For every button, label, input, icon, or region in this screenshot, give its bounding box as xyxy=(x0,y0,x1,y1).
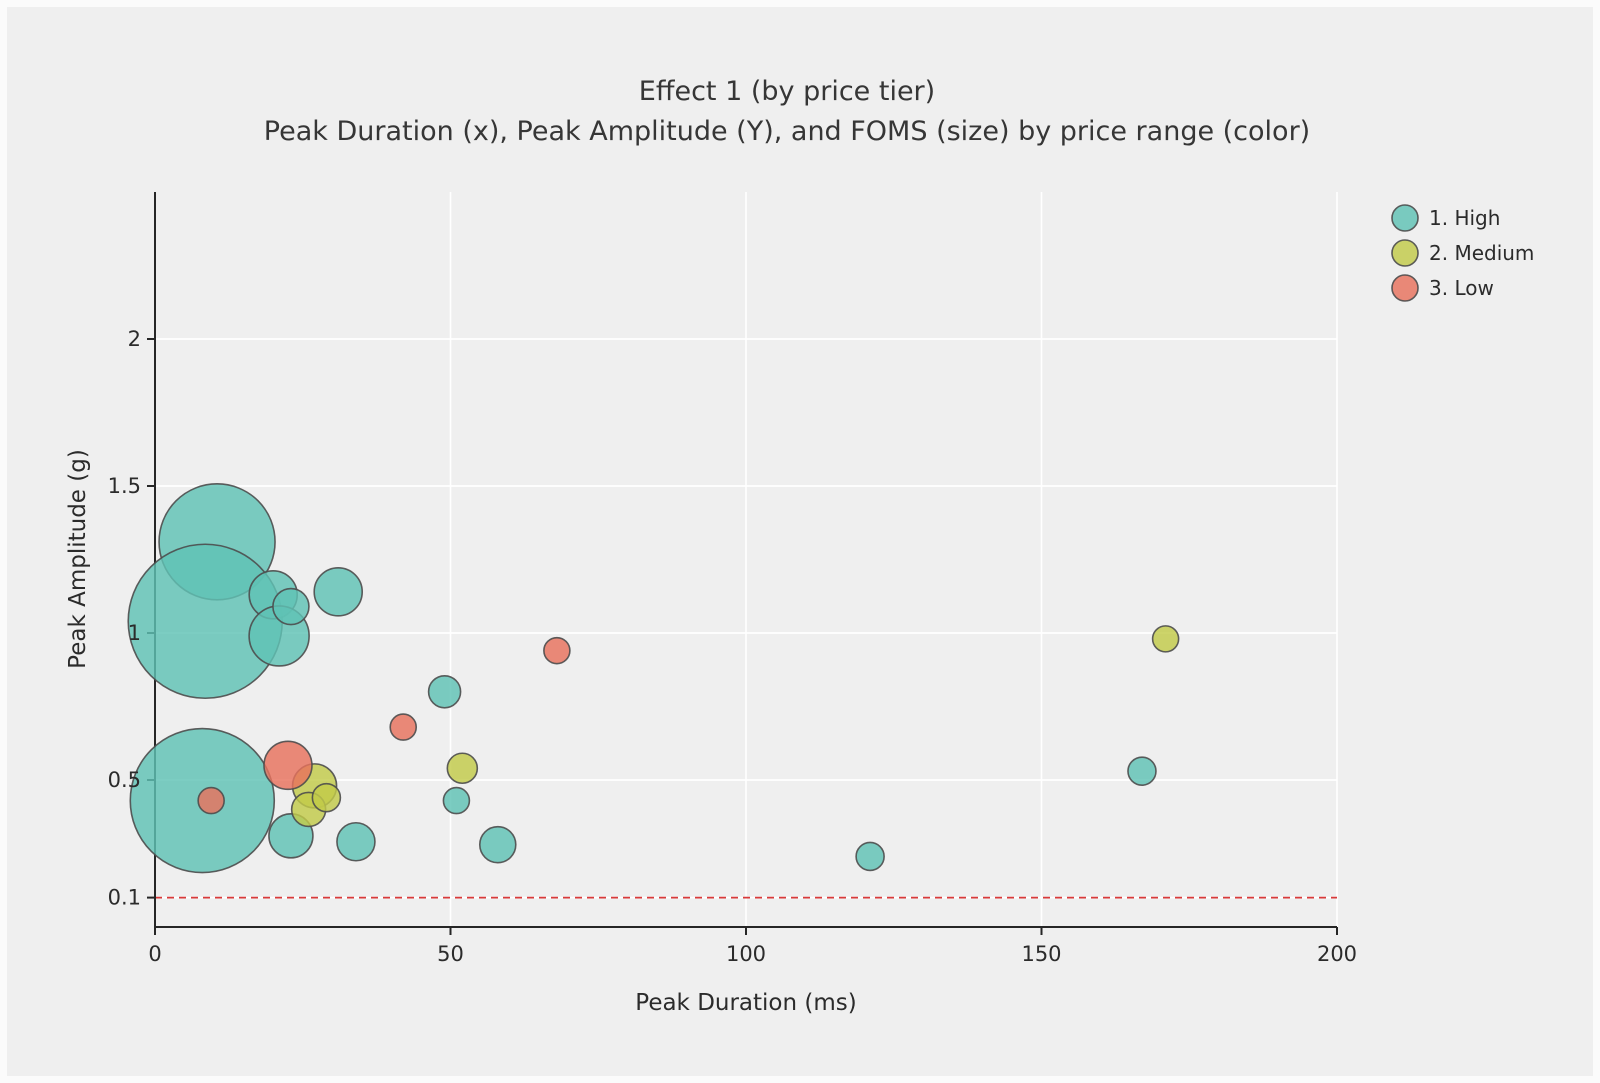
x-tick-label: 200 xyxy=(1317,942,1357,966)
bubble xyxy=(1127,756,1157,786)
y-tick-label: 0.5 xyxy=(108,768,141,792)
bubble xyxy=(543,636,571,665)
legend-label: 3. Low xyxy=(1429,276,1494,300)
x-tick-label: 100 xyxy=(726,942,766,966)
legend: 1. High 2. Medium 3. Low xyxy=(1391,204,1534,302)
chart-title: Effect 1 (by price tier) xyxy=(639,76,935,107)
legend-marker xyxy=(1391,204,1419,232)
x-axis-label: Peak Duration (ms) xyxy=(635,990,856,1016)
chart-subtitle: Peak Duration (x), Peak Amplitude (Y), a… xyxy=(264,116,1310,147)
y-tick-label: 1.5 xyxy=(108,474,141,498)
bubble xyxy=(446,752,479,785)
y-tick-label: 2 xyxy=(128,327,141,351)
x-tick-label: 0 xyxy=(148,942,161,966)
y-tick-label: 1 xyxy=(128,621,141,645)
x-tick-label: 50 xyxy=(437,942,464,966)
legend-marker xyxy=(1391,239,1419,267)
bubble xyxy=(313,567,364,617)
y-axis-label: Peak Amplitude (g) xyxy=(65,449,91,669)
legend-marker xyxy=(1391,274,1419,302)
legend-label: 1. High xyxy=(1429,206,1500,230)
y-tick-label: 0.1 xyxy=(108,886,141,910)
x-tick-label: 150 xyxy=(1021,942,1061,966)
bubble xyxy=(263,740,313,791)
bubble xyxy=(442,786,471,815)
plot-area xyxy=(127,192,1338,935)
bubble xyxy=(197,786,225,815)
bubble xyxy=(311,782,342,813)
bubble xyxy=(478,825,517,864)
tick-labels: 0 50 100 150 200 0.1 0.5 1 1.5 2 xyxy=(108,327,1357,966)
bubble-chart: Effect 1 (by price tier) Peak Duration (… xyxy=(65,76,1534,1016)
bubble xyxy=(336,821,376,862)
bubble xyxy=(427,674,462,709)
legend-label: 2. Medium xyxy=(1429,241,1534,265)
bubble xyxy=(855,841,885,872)
bubble xyxy=(389,713,418,741)
bubble xyxy=(272,587,310,626)
bubble xyxy=(1151,625,1180,653)
